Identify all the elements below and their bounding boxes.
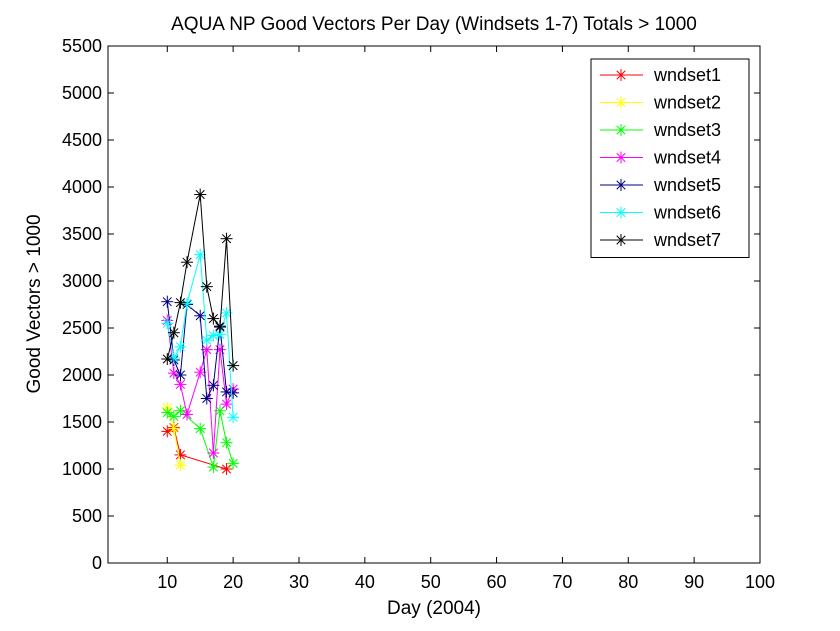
- data-point-wndset6: [181, 297, 194, 310]
- y-tick-label: 2500: [62, 318, 102, 338]
- data-point-wndset7: [181, 256, 194, 269]
- legend-label: wndset6: [653, 203, 721, 223]
- y-tick-label: 1000: [62, 459, 102, 479]
- legend-marker: [615, 96, 627, 109]
- x-tick-label: 80: [618, 572, 638, 592]
- data-point-wndset6: [200, 334, 213, 347]
- data-point-wndset7: [227, 359, 240, 372]
- data-point-wndset5: [200, 392, 213, 405]
- x-tick-label: 40: [355, 572, 375, 592]
- data-point-wndset4: [213, 343, 226, 356]
- y-tick-label: 5500: [62, 36, 102, 56]
- legend-marker: [615, 206, 627, 219]
- data-point-wndset5: [227, 386, 240, 399]
- legend-label: wndset3: [653, 120, 721, 140]
- x-tick-label: 50: [421, 572, 441, 592]
- legend-marker: [615, 124, 627, 136]
- x-tick-label: 70: [552, 572, 572, 592]
- data-point-wndset3: [174, 404, 187, 417]
- y-tick-label: 3000: [62, 271, 102, 291]
- x-tick-label: 10: [157, 572, 177, 592]
- data-point-wndset7: [200, 280, 213, 293]
- y-tick-label: 500: [72, 506, 102, 526]
- data-point-wndset3: [161, 406, 174, 419]
- legend-box: [590, 58, 750, 258]
- x-tick-label: 20: [223, 572, 243, 592]
- x-axis: 10 20 30 40 50 60 70 80 90 100: [157, 46, 775, 592]
- data-point-wndset1: [161, 425, 174, 438]
- data-point-wndset4: [181, 408, 194, 421]
- data-point-wndset6: [213, 328, 226, 341]
- data-point-wndset5: [161, 295, 174, 308]
- data-point-wndset3: [194, 422, 207, 435]
- data-point-wndset7: [194, 188, 207, 201]
- y-tick-label: 2000: [62, 365, 102, 385]
- y-tick-label: 4500: [62, 130, 102, 150]
- series-line-wndset1: [167, 426, 227, 470]
- legend-label: wndset7: [653, 230, 721, 250]
- data-point-wndset3: [167, 410, 180, 423]
- y-axis-label: Good Vectors > 1000: [24, 214, 45, 393]
- data-point-wndset3: [220, 436, 233, 449]
- y-tick-label: 0: [92, 553, 102, 573]
- legend-marker: [615, 234, 627, 246]
- data-point-wndset7: [220, 232, 233, 245]
- data-point-wndset2: [167, 422, 180, 435]
- x-axis-label: Day (2004): [387, 598, 481, 619]
- data-point-wndset7: [167, 326, 180, 339]
- x-tick-label: 30: [289, 572, 309, 592]
- data-point-wndset6: [227, 411, 240, 424]
- legend-marker: [615, 151, 627, 164]
- y-tick-label: 3500: [62, 224, 102, 244]
- data-point-wndset5: [194, 309, 207, 322]
- legend-marker: [615, 179, 627, 191]
- legend-marker: [615, 69, 627, 81]
- data-point-wndset6: [167, 352, 180, 365]
- legend-label: wndset5: [653, 175, 721, 195]
- legend: wndset1 wndset2 wndset3 wndset4 wndset5 wndse…: [590, 58, 750, 258]
- data-point-wndset3: [227, 457, 240, 470]
- x-tick-label: 100: [745, 572, 775, 592]
- data-point-wndset7: [161, 353, 174, 366]
- y-tick-label: 5000: [62, 83, 102, 103]
- legend-label: wndset4: [653, 148, 721, 168]
- data-point-wndset2: [174, 459, 187, 472]
- y-axis: 0 500 1000 1500 2000 2500 3000 3500 4000 4500 5000…: [62, 36, 760, 573]
- series-line-wndset5: [166, 301, 234, 401]
- data-point-wndset4: [174, 378, 187, 391]
- data-point-wndset4: [207, 447, 220, 460]
- data-point-wndset6: [161, 317, 174, 330]
- data-point-wndset1: [220, 463, 233, 475]
- data-point-wndset1: [174, 448, 187, 461]
- data-point-wndset5: [207, 379, 220, 392]
- data-point-wndset7: [207, 312, 220, 325]
- series-line-wndset7: [166, 194, 234, 366]
- x-tick-label: 60: [487, 572, 507, 592]
- data-point-wndset6: [207, 329, 220, 342]
- data-point-wndset3: [207, 461, 220, 474]
- legend-label: wndset2: [653, 93, 721, 113]
- data-point-wndset5: [174, 369, 187, 381]
- legend-label: wndset1: [653, 65, 721, 85]
- y-tick-label: 4000: [62, 177, 102, 197]
- data-point-wndset4: [220, 398, 233, 411]
- data-point-wndset6: [174, 340, 187, 353]
- chart-title: AQUA NP Good Vectors Per Day (Windsets 1…: [171, 14, 697, 35]
- x-tick-label: 90: [684, 572, 704, 592]
- y-tick-label: 1500: [62, 412, 102, 432]
- data-point-wndset7: [213, 321, 226, 334]
- data-point-wndset7: [174, 296, 187, 309]
- series-layer: [161, 188, 240, 475]
